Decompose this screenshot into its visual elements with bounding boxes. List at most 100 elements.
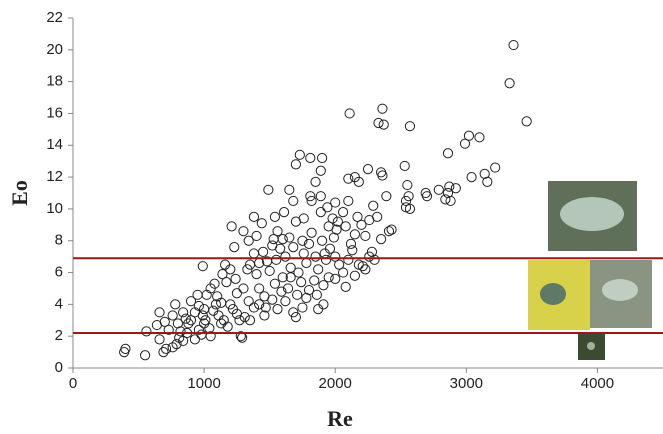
point [376, 234, 387, 245]
point [239, 311, 250, 323]
point [343, 173, 354, 184]
point [353, 176, 364, 187]
point [330, 197, 341, 208]
point [330, 251, 341, 262]
point [242, 264, 253, 275]
bubble [587, 342, 595, 350]
point [315, 191, 326, 202]
point [340, 221, 351, 232]
point [403, 191, 414, 202]
x-axis-label: Re [327, 406, 353, 431]
point [399, 160, 410, 172]
point [311, 289, 322, 300]
point [256, 218, 267, 229]
bubble [602, 279, 638, 301]
y-tick-label: 18 [46, 73, 63, 90]
point [377, 170, 388, 181]
point [324, 243, 336, 254]
point [175, 326, 186, 337]
point [201, 289, 212, 300]
point [294, 149, 305, 160]
point [433, 184, 444, 195]
point [238, 283, 249, 294]
x-tick-label: 2000 [319, 375, 352, 392]
inset-photos [528, 181, 652, 360]
x-tick-label: 0 [69, 375, 77, 392]
y-tick-label: 4 [55, 295, 63, 312]
point [364, 251, 375, 262]
point [288, 195, 299, 207]
point [315, 206, 326, 218]
point [292, 289, 303, 300]
point [317, 235, 328, 246]
point [330, 273, 341, 285]
y-tick-label: 8 [55, 232, 63, 249]
point [378, 119, 389, 130]
point [172, 318, 183, 329]
point [171, 339, 182, 350]
point [352, 211, 363, 222]
point [170, 299, 181, 310]
point [235, 331, 246, 342]
point [282, 283, 294, 294]
point [178, 335, 189, 347]
point [243, 296, 254, 307]
point [284, 232, 295, 243]
point [163, 324, 174, 335]
point [141, 326, 152, 337]
point [479, 168, 490, 180]
point [269, 211, 281, 222]
point [280, 251, 291, 262]
point [377, 103, 388, 114]
point [345, 238, 357, 250]
point [504, 78, 515, 89]
y-tick-label: 14 [46, 136, 63, 153]
x-tick-label: 3000 [450, 375, 483, 392]
point [357, 261, 368, 272]
point [221, 276, 232, 288]
point [349, 270, 360, 281]
y-tick-label: 16 [46, 104, 63, 121]
point [192, 289, 203, 300]
point [267, 294, 278, 305]
point [251, 269, 262, 280]
point [140, 350, 151, 361]
point [521, 116, 532, 127]
point [259, 310, 270, 321]
point [334, 259, 345, 270]
point [285, 272, 296, 283]
point [267, 240, 278, 251]
point [178, 307, 189, 318]
point [306, 195, 317, 207]
point [402, 179, 413, 191]
point [159, 316, 170, 327]
point [238, 226, 249, 237]
point [305, 152, 316, 164]
point [373, 117, 384, 129]
point [258, 246, 269, 257]
point [323, 272, 334, 283]
x-tick-label: 1000 [187, 375, 220, 392]
y-tick-label: 2 [55, 327, 63, 344]
point [356, 219, 367, 230]
point [404, 203, 416, 215]
point [200, 315, 211, 326]
point [264, 265, 275, 277]
x-tick-label: 4000 [581, 375, 614, 392]
point [196, 329, 207, 340]
bubble [540, 283, 566, 305]
y-tick-label: 10 [46, 200, 63, 217]
point [340, 281, 351, 292]
point [298, 248, 309, 259]
point [303, 238, 315, 250]
point [217, 269, 228, 280]
point [381, 191, 392, 202]
point [290, 216, 301, 227]
point [290, 159, 301, 170]
bubble [560, 197, 624, 231]
point [234, 315, 245, 326]
point [183, 318, 194, 329]
point [343, 254, 354, 265]
y-tick-label: 0 [55, 359, 63, 376]
point [272, 304, 283, 315]
